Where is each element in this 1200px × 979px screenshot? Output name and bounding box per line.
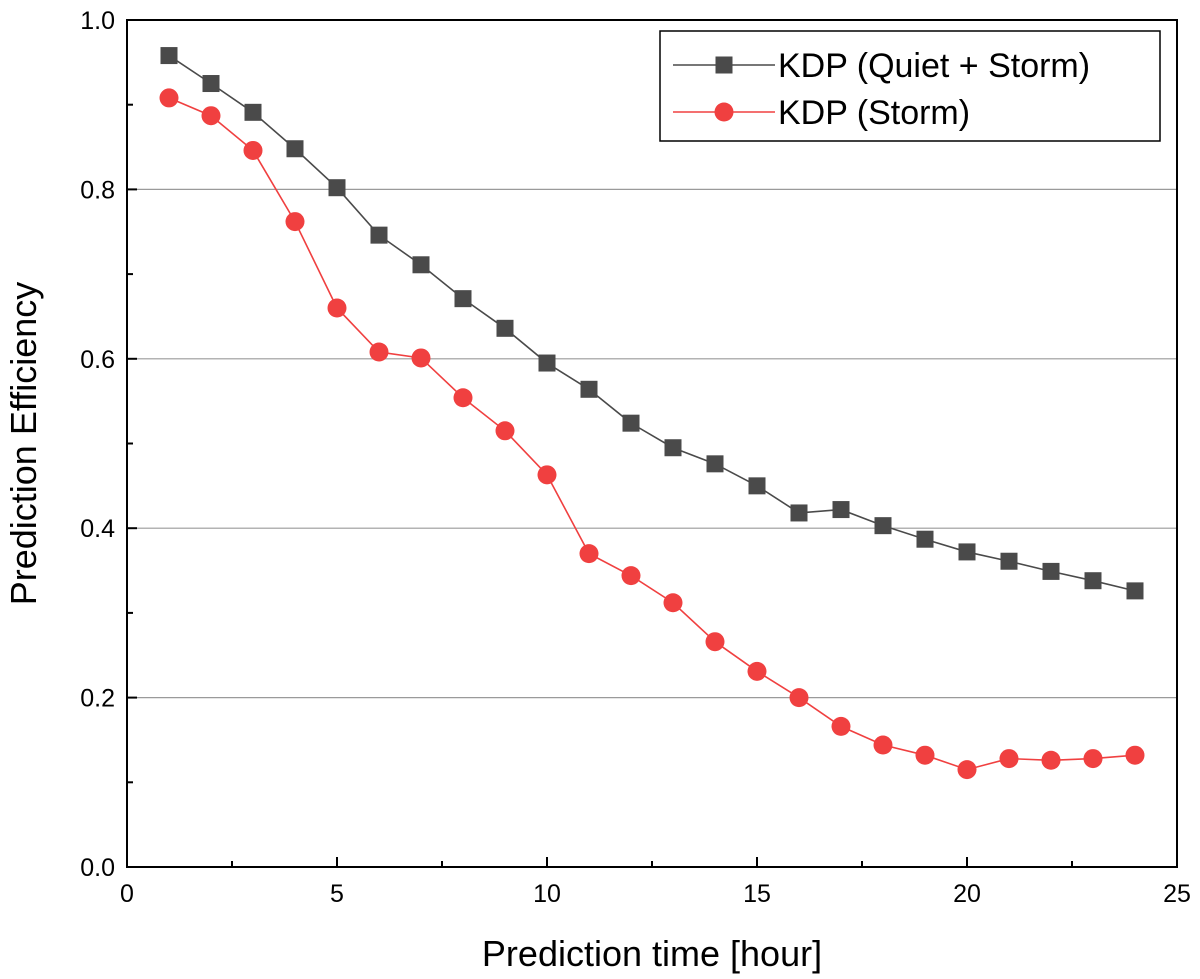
data-point (412, 256, 430, 274)
data-point (664, 439, 682, 457)
data-point (453, 388, 473, 408)
data-series (159, 47, 1145, 780)
x-tick-label: 15 (743, 880, 771, 908)
data-point (1000, 552, 1018, 570)
data-point (495, 421, 515, 441)
data-point (663, 593, 683, 613)
data-point (874, 517, 892, 535)
data-point (243, 140, 263, 160)
data-point (537, 465, 557, 485)
data-point (201, 106, 221, 126)
data-point (160, 47, 178, 65)
data-point (790, 504, 808, 522)
legend-label: KDP (Quiet + Storm) (778, 47, 1090, 85)
data-point (621, 566, 641, 586)
y-tick-label: 1.0 (80, 7, 115, 35)
data-point (159, 88, 179, 108)
x-axis-tick-labels: 0 5 10 15 20 25 (120, 880, 1191, 908)
data-point (622, 414, 640, 432)
y-tick-label: 0.8 (80, 176, 115, 204)
data-point (286, 140, 304, 158)
series-1 (160, 47, 1144, 600)
data-point (747, 661, 767, 681)
data-point (831, 716, 851, 736)
x-tick-label: 25 (1163, 880, 1191, 908)
legend-entry: KDP (Storm) (673, 94, 970, 132)
plot-frame (126, 19, 1178, 868)
data-point (789, 688, 809, 708)
data-point (748, 477, 766, 495)
x-tick-label: 5 (330, 880, 344, 908)
data-point (328, 179, 346, 197)
y-tick-label: 0.6 (80, 346, 115, 374)
data-point (915, 745, 935, 765)
data-point (579, 544, 599, 564)
data-point (1084, 572, 1102, 590)
y-tick-label: 0.4 (80, 515, 115, 543)
x-tick-label: 10 (533, 880, 561, 908)
data-point (202, 75, 220, 93)
gridlines (127, 188, 1177, 699)
y-tick-label: 0.2 (80, 685, 115, 713)
data-point (580, 380, 598, 398)
data-point (244, 103, 262, 121)
legend-marker (715, 56, 733, 74)
legend-box (659, 30, 1161, 142)
data-point (496, 319, 514, 337)
axis-ticks (126, 19, 1178, 868)
data-point (1041, 750, 1061, 770)
data-point (958, 543, 976, 561)
data-point (873, 735, 893, 755)
y-axis-title: Prediction Efficiency (3, 282, 44, 606)
data-point (370, 226, 388, 244)
data-point (538, 354, 556, 372)
data-point (705, 632, 725, 652)
data-point (957, 760, 977, 780)
data-point (411, 348, 431, 368)
data-point (454, 290, 472, 308)
data-point (1126, 582, 1144, 600)
data-point (1042, 562, 1060, 580)
x-tick-label: 20 (953, 880, 981, 908)
legend-marker (714, 102, 734, 122)
y-tick-label: 0.0 (80, 854, 115, 882)
data-point (706, 455, 724, 473)
x-tick-label: 0 (120, 880, 134, 908)
legend-label: KDP (Storm) (778, 94, 970, 132)
data-point (832, 501, 850, 519)
data-point (369, 342, 389, 362)
series-2 (159, 88, 1145, 780)
data-point (327, 298, 347, 318)
data-point (916, 530, 934, 548)
data-point (1083, 749, 1103, 769)
data-point (999, 749, 1019, 769)
x-axis-title: Prediction time [hour] (482, 933, 822, 974)
legend: KDP (Quiet + Storm) KDP (Storm) (659, 30, 1161, 142)
y-axis-tick-labels: 0.0 0.2 0.4 0.6 0.8 1.0 (80, 7, 115, 882)
data-point (285, 212, 305, 232)
series-line (168, 97, 1136, 771)
data-point (1125, 745, 1145, 765)
legend-entry: KDP (Quiet + Storm) (673, 47, 1090, 85)
